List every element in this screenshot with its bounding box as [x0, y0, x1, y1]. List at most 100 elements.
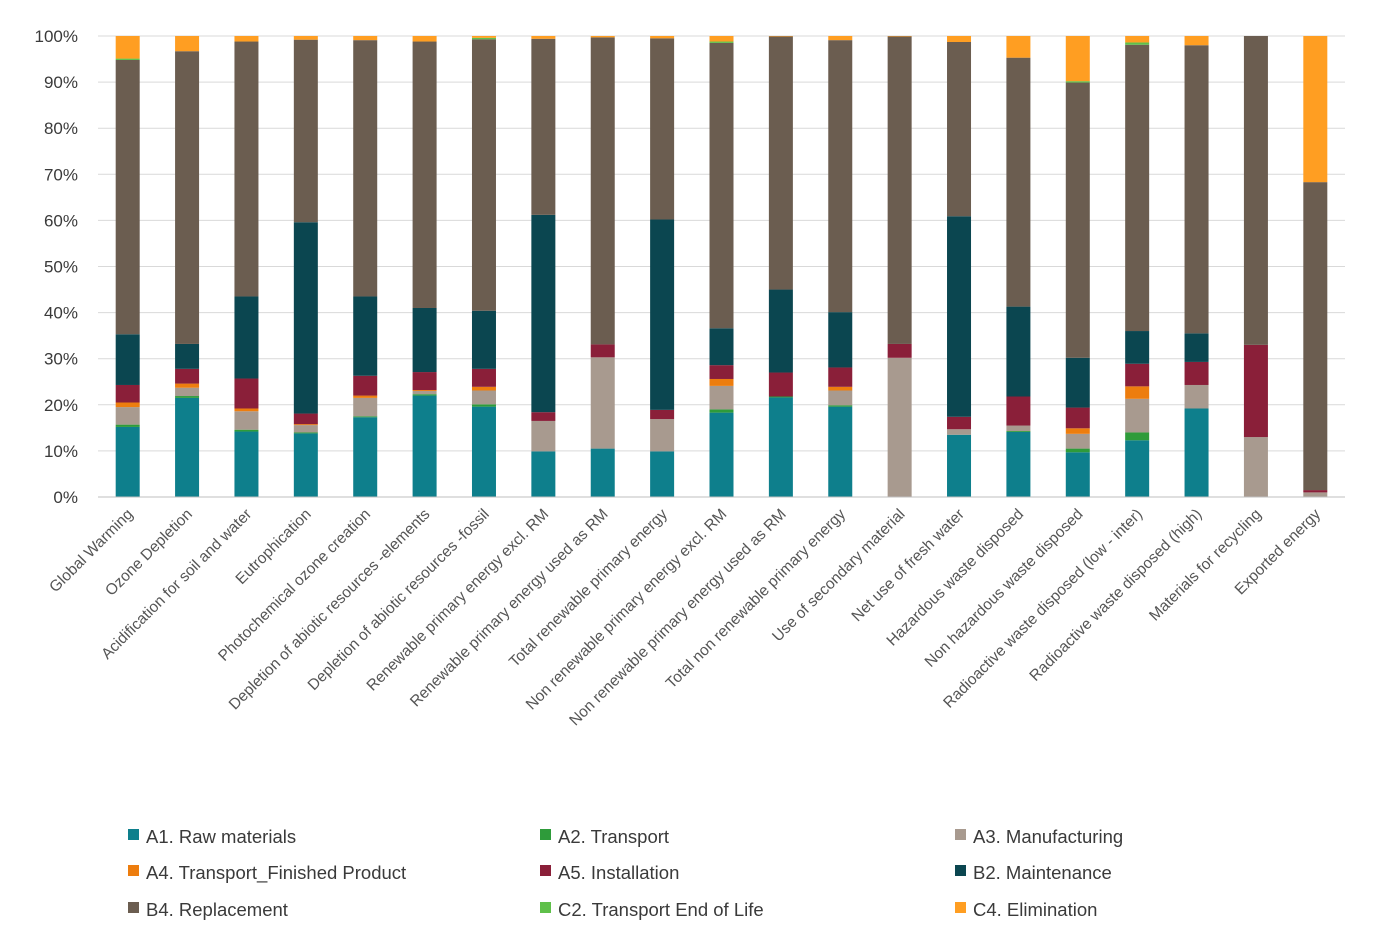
bar-segment	[115, 424, 140, 427]
bar-segment	[768, 396, 793, 398]
bar-segment	[471, 39, 496, 311]
bar-segment	[650, 36, 675, 39]
bar-segment	[471, 386, 496, 391]
y-tick-label: 50%	[44, 258, 78, 277]
legend-label: B4. Replacement	[146, 899, 288, 920]
legend-item: A2. Transport	[540, 826, 669, 847]
bar-segment	[1065, 82, 1090, 358]
bar-segment	[828, 390, 853, 406]
bar-segment	[1125, 363, 1150, 387]
bar-segment	[1065, 428, 1090, 434]
legend-label: A2. Transport	[558, 826, 669, 847]
legend-swatch	[128, 865, 139, 876]
bar-segment	[650, 219, 675, 410]
legend-label: C4. Elimination	[973, 899, 1097, 920]
bar-segment	[234, 41, 259, 297]
bar-segment	[412, 307, 437, 373]
bar-segment	[531, 36, 556, 39]
bar-segment	[1006, 425, 1031, 432]
bar-segment	[650, 451, 675, 497]
bar-segment	[175, 397, 200, 497]
x-tick-label: Net use of fresh water	[849, 506, 968, 625]
bar-segment	[531, 420, 556, 452]
bar-segment	[353, 375, 378, 396]
bar-segment	[1243, 344, 1268, 438]
bar-segment	[293, 433, 318, 497]
bar-segment	[1184, 45, 1209, 334]
bar-segment	[471, 36, 496, 38]
bar-segment	[471, 37, 496, 40]
y-tick-label: 20%	[44, 396, 78, 415]
bar-segment	[1125, 36, 1150, 43]
bar-segment	[175, 396, 200, 398]
bar-segment	[1006, 57, 1031, 307]
bar-segment	[828, 406, 853, 497]
bars	[115, 36, 1328, 497]
bar-segment	[175, 51, 200, 344]
bar-segment	[1125, 331, 1150, 364]
bar-segment	[1006, 36, 1031, 58]
bar-segment	[234, 429, 259, 432]
y-tick-label: 40%	[44, 304, 78, 323]
bar-segment	[1065, 81, 1090, 83]
y-tick-label: 80%	[44, 119, 78, 138]
bar-segment	[175, 387, 200, 397]
bar-segment	[1184, 361, 1209, 385]
bar-segment	[353, 417, 378, 497]
legend-label: C2. Transport End of Life	[558, 899, 764, 920]
bar-segment	[709, 365, 734, 379]
bar-segment	[709, 36, 734, 42]
legend-item: C2. Transport End of Life	[540, 899, 764, 920]
y-tick-label: 100%	[35, 27, 78, 46]
bar-segment	[471, 368, 496, 387]
bar-segment	[293, 39, 318, 223]
bar-segment	[590, 448, 615, 497]
bar-segment	[1125, 432, 1150, 441]
y-tick-label: 0%	[53, 488, 78, 507]
bar-segment	[412, 41, 437, 308]
bar-segment	[828, 386, 853, 391]
bar-segment	[1243, 437, 1268, 497]
bar-segment	[293, 432, 318, 434]
bar-segment	[471, 310, 496, 369]
bar-segment	[1303, 492, 1328, 497]
bar-segment	[234, 378, 259, 409]
bar-segment	[115, 407, 140, 425]
bar-segment	[234, 36, 259, 42]
legend-swatch	[955, 902, 966, 913]
bar-segment	[471, 404, 496, 407]
legend-item: C4. Elimination	[955, 899, 1097, 920]
bar-segment	[293, 424, 318, 426]
bar-segment	[590, 36, 615, 38]
legend-swatch	[540, 865, 551, 876]
bar-segment	[709, 385, 734, 410]
bar-segment	[471, 406, 496, 497]
bar-segment	[1065, 407, 1090, 429]
bar-segment	[709, 409, 734, 413]
bar-segment	[1243, 36, 1268, 345]
bar-segment	[828, 367, 853, 387]
bar-segment	[1184, 384, 1209, 409]
legend-label: A1. Raw materials	[146, 826, 296, 847]
bar-segment	[175, 343, 200, 369]
bar-segment	[531, 214, 556, 413]
bar-segment	[293, 36, 318, 40]
bar-segment	[353, 296, 378, 376]
bar-segment	[1006, 306, 1031, 397]
bar-segment	[709, 41, 734, 43]
bar-segment	[293, 413, 318, 425]
bar-segment	[1065, 452, 1090, 497]
bar-segment	[531, 412, 556, 421]
bar-segment	[175, 383, 200, 388]
bar-segment	[531, 38, 556, 215]
bar-segment	[293, 222, 318, 414]
bar-segment	[947, 41, 972, 217]
y-tick-label: 60%	[44, 211, 78, 230]
bar-segment	[1125, 44, 1150, 332]
bar-segment	[947, 429, 972, 435]
bar-segment	[828, 312, 853, 368]
bar-segment	[709, 378, 734, 386]
legend-label: A3. Manufacturing	[973, 826, 1123, 847]
bar-segment	[590, 357, 615, 449]
